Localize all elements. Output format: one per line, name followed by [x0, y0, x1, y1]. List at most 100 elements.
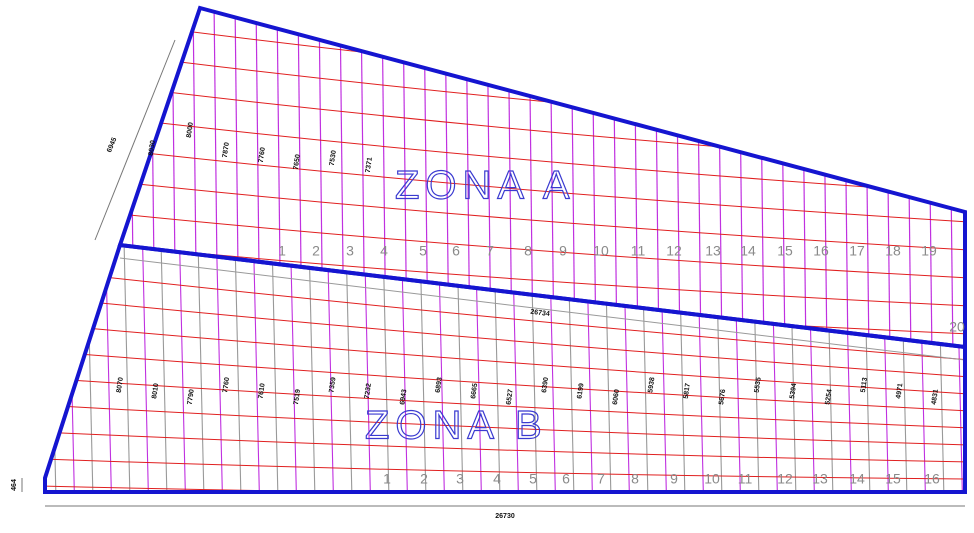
strip-length: 6390: [541, 377, 550, 394]
strip-number: 11: [738, 471, 753, 487]
strip-length: 5817: [683, 383, 692, 400]
red-line: [120, 115, 965, 195]
strip-length: 6665: [470, 383, 479, 400]
strip-length: 5938: [647, 377, 656, 394]
strip-length: 5394: [789, 383, 798, 400]
strip-length: 8030: [148, 140, 157, 157]
strip-number: 15: [885, 471, 901, 487]
strip-length: 7760: [258, 147, 267, 164]
strip-number: 6: [452, 243, 460, 259]
strip-line: [474, 245, 483, 492]
strip-line: [456, 245, 464, 492]
strip-number: 15: [777, 243, 793, 259]
strip-line: [178, 245, 187, 492]
strip-number: 13: [812, 471, 828, 487]
strip-number: 4: [380, 243, 388, 259]
strip-line: [252, 245, 261, 492]
strip-line: [326, 245, 335, 492]
strip-line: [844, 245, 853, 492]
strip-number: 8: [524, 243, 532, 259]
strip-length: 7610: [258, 383, 267, 400]
red-line: [120, 211, 965, 279]
strip-line: [801, 8, 807, 347]
strip-number: 16: [924, 471, 940, 487]
strip-line: [678, 245, 686, 492]
strip-line: [67, 245, 76, 492]
strip-number: 16: [813, 243, 829, 259]
strip-length: 7790: [187, 389, 196, 406]
strip-number: 10: [593, 243, 609, 259]
strip-line: [826, 245, 834, 492]
strip-line: [807, 245, 816, 492]
zone-b-label: ZONA B: [365, 404, 548, 448]
strip-line: [675, 8, 681, 347]
red-line: [45, 485, 965, 492]
strip-line: [255, 8, 261, 347]
strip-length: 5535: [754, 377, 763, 394]
strip-number: 7: [597, 471, 605, 487]
strip-number: 18: [885, 243, 901, 259]
strip-length: 7359: [328, 377, 337, 394]
zone-b-outline: [43, 242, 967, 494]
strip-line: [752, 245, 760, 492]
strip-line: [885, 8, 891, 347]
strip-length: 4831: [931, 389, 940, 406]
strip-length: 8010: [151, 383, 160, 400]
strip-line: [382, 245, 390, 492]
strip-length: 7371: [365, 157, 374, 174]
strip-number: 5: [419, 243, 427, 259]
red-line: [45, 296, 965, 378]
red-line: [45, 323, 965, 395]
strip-line: [400, 245, 409, 492]
red-line: [120, 275, 965, 335]
strip-number: 2: [420, 471, 428, 487]
strip-length: 6893: [435, 377, 444, 394]
strip-line: [297, 8, 303, 347]
strip-line: [927, 8, 933, 347]
strip-number: 9: [670, 471, 678, 487]
strip-line: [171, 8, 177, 347]
strip-length: 4971: [895, 383, 904, 400]
strip-number: 11: [631, 243, 646, 259]
zone-a-label: ZONA A: [395, 164, 576, 208]
strip-length: 8000: [186, 122, 195, 139]
strip-line: [345, 245, 353, 492]
strip-number: 12: [777, 471, 793, 487]
strip-line: [585, 245, 594, 492]
strip-line: [822, 8, 828, 347]
zone-b-hatch: [45, 245, 965, 492]
strip-line: [213, 8, 219, 347]
strip-line: [955, 245, 964, 492]
strip-line: [770, 245, 779, 492]
strip-line: [419, 245, 427, 492]
strip-line: [591, 8, 597, 347]
strip-line: [906, 8, 912, 347]
strip-number: 3: [456, 471, 464, 487]
strip-line: [363, 245, 372, 492]
strip-number: 4: [493, 471, 501, 487]
strip-line: [738, 8, 744, 347]
strip-number: 9: [559, 243, 567, 259]
strip-line: [881, 245, 890, 492]
strip-line: [197, 245, 205, 492]
strip-length: 5676: [718, 389, 727, 406]
red-line: [45, 458, 965, 480]
strip-line: [733, 245, 742, 492]
dimension-label: 6945: [106, 137, 118, 154]
strip-line: [360, 8, 366, 347]
red-line: [45, 431, 965, 463]
strip-line: [339, 8, 345, 347]
strip-line: [717, 8, 723, 347]
strip-line: [160, 245, 168, 492]
strip-number: 2: [312, 243, 320, 259]
strip-line: [696, 8, 702, 347]
strip-line: [948, 8, 954, 347]
dimension-label: 26734: [530, 309, 550, 318]
strip-line: [641, 245, 649, 492]
strip-length: 7760: [222, 377, 231, 394]
dimension-label: 464: [11, 479, 18, 491]
strip-length: 7650: [293, 154, 302, 171]
strip-number: 3: [346, 243, 354, 259]
strip-length: 7530: [329, 150, 338, 167]
strip-length: 8070: [116, 377, 125, 394]
